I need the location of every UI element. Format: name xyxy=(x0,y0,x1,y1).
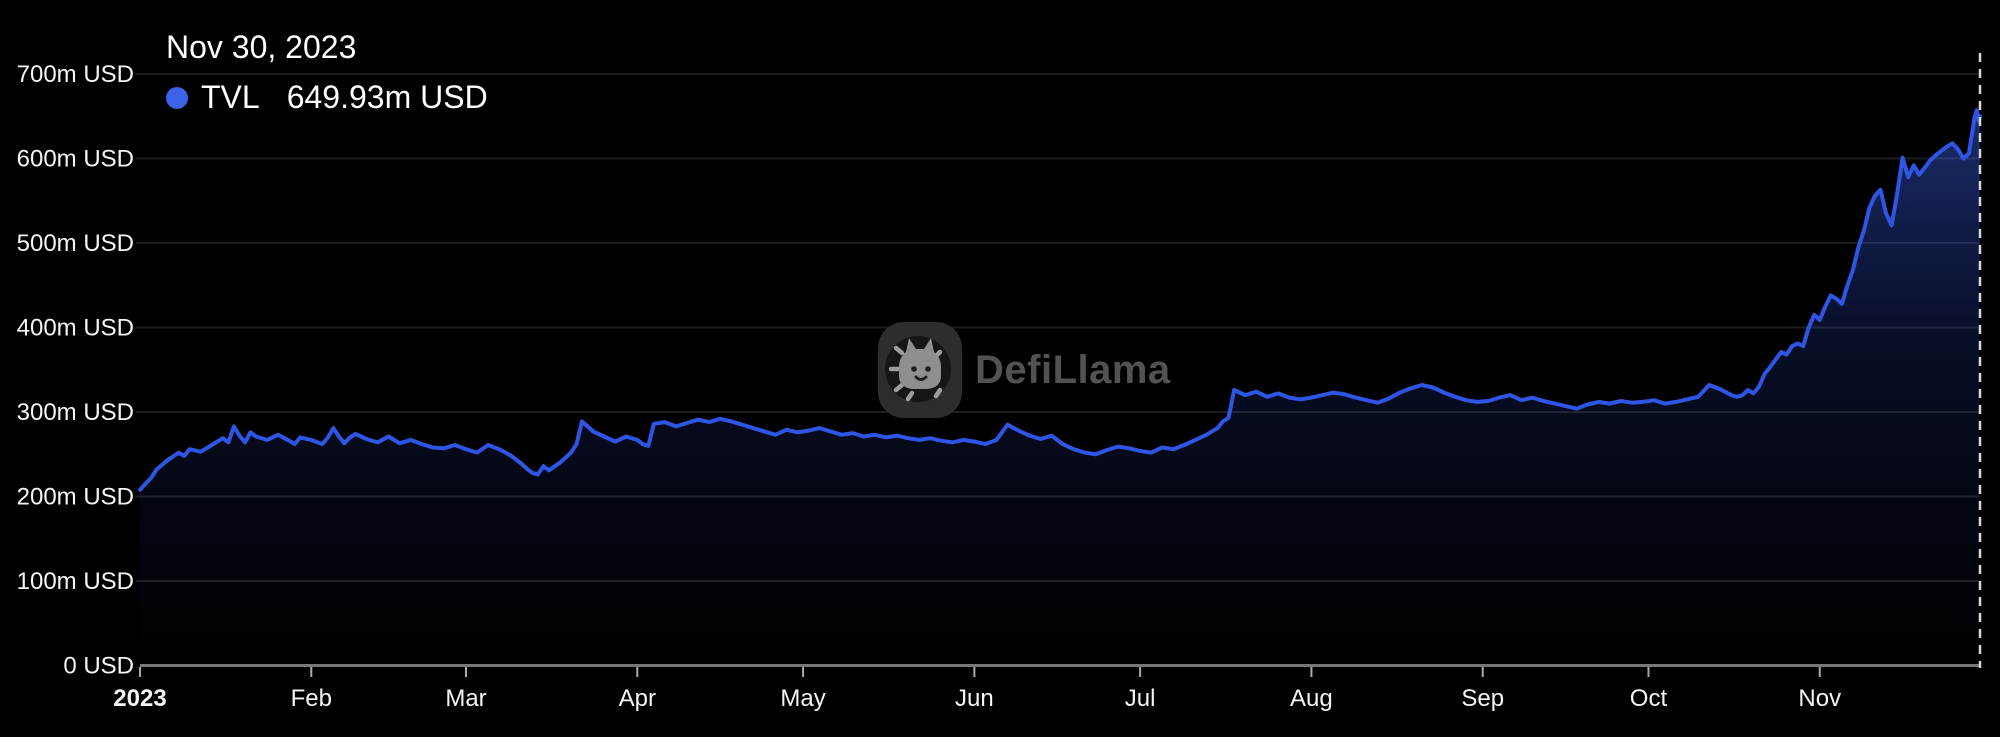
tvl-area-fill xyxy=(140,110,1980,666)
y-axis-label: 600m USD xyxy=(17,146,134,173)
x-axis-label: Aug xyxy=(1290,685,1333,712)
x-axis-labels: 2023 Feb Mar Apr May Jun Jul Aug Sep Oct Nov xyxy=(113,685,1841,712)
x-axis-label: Mar xyxy=(445,685,486,712)
y-axis-label: 200m USD xyxy=(17,484,134,511)
tooltip-value: 649.93m USD xyxy=(286,79,488,115)
defillama-logo-icon xyxy=(878,322,962,418)
y-axis-label: 500m USD xyxy=(17,230,134,257)
x-axis-label: Apr xyxy=(619,685,656,712)
y-axis-label: 700m USD xyxy=(17,61,134,88)
y-axis-labels: 0 USD 100m USD 200m USD 300m USD 400m USD 500… xyxy=(17,61,134,680)
x-axis-label: Jun xyxy=(955,685,994,712)
x-axis-label: Oct xyxy=(1630,685,1668,712)
x-axis-label: Sep xyxy=(1461,685,1504,712)
x-axis-label: May xyxy=(780,685,825,712)
tooltip-series-row: TVL 649.93m USD xyxy=(166,79,488,116)
y-axis-label: 300m USD xyxy=(17,399,134,426)
tooltip: Nov 30, 2023 TVL 649.93m USD xyxy=(166,30,488,116)
y-axis-label: 100m USD xyxy=(17,568,134,595)
y-axis-label: 400m USD xyxy=(17,315,134,342)
tvl-line[interactable] xyxy=(138,108,1982,492)
x-axis-ticks xyxy=(139,667,1821,677)
tooltip-series-label: TVL xyxy=(201,79,260,115)
defillama-watermark: DefiLlama xyxy=(878,322,1171,418)
x-axis-label: Nov xyxy=(1798,685,1841,712)
y-axis-label: 0 USD xyxy=(63,653,134,680)
x-axis-label: Feb xyxy=(291,685,332,712)
defillama-watermark-text: DefiLlama xyxy=(975,347,1171,392)
tvl-series-dot-icon xyxy=(166,86,188,109)
x-axis-label: Jul xyxy=(1125,685,1156,712)
tooltip-date: Nov 30, 2023 xyxy=(166,29,357,65)
x-axis-label: 2023 xyxy=(113,685,166,712)
